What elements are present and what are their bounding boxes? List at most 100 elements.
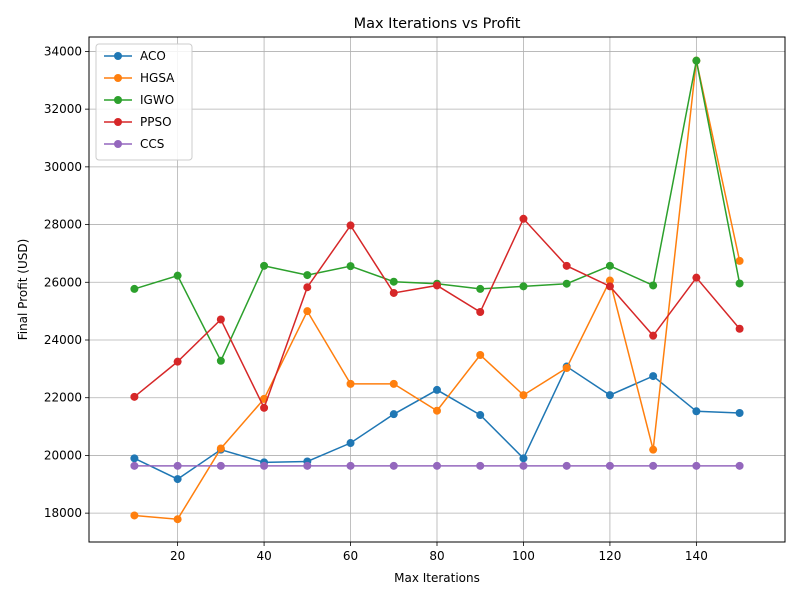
data-point xyxy=(519,391,528,400)
data-point xyxy=(303,461,312,470)
data-point xyxy=(692,273,701,282)
data-point xyxy=(130,392,139,401)
legend-marker xyxy=(114,140,122,148)
data-point xyxy=(216,356,225,365)
data-point xyxy=(649,281,658,290)
x-tick-label: 40 xyxy=(256,549,271,563)
data-point xyxy=(649,331,658,340)
chart-title: Max Iterations vs Profit xyxy=(354,16,521,32)
legend-item: IGWO xyxy=(104,93,174,107)
data-point xyxy=(692,56,701,65)
data-point xyxy=(346,221,355,230)
grid xyxy=(89,37,785,542)
legend-label: IGWO xyxy=(140,93,174,107)
legend-label: HGSA xyxy=(140,71,175,85)
data-point xyxy=(433,281,441,290)
data-point xyxy=(649,445,658,454)
legend-marker xyxy=(114,52,122,60)
data-point xyxy=(389,461,398,470)
data-point xyxy=(605,391,614,400)
data-point xyxy=(605,261,614,270)
data-point xyxy=(216,315,225,324)
data-point xyxy=(519,454,528,463)
data-point xyxy=(216,461,225,470)
x-tick-label: 100 xyxy=(512,549,535,563)
data-point xyxy=(476,351,485,360)
data-point xyxy=(735,409,744,418)
legend-label: CCS xyxy=(140,137,164,151)
series-layer xyxy=(130,56,744,524)
series-ccs xyxy=(130,461,744,470)
data-point xyxy=(562,461,571,470)
data-point xyxy=(173,475,182,484)
data-point xyxy=(735,256,744,265)
data-point xyxy=(173,271,182,280)
data-point xyxy=(173,515,182,524)
data-point xyxy=(346,262,355,271)
legend: ACO HGSA IGWO PPSO CCS xyxy=(95,43,193,161)
data-point xyxy=(562,363,571,372)
legend-box xyxy=(95,43,193,161)
x-tick-label: 60 xyxy=(343,549,358,563)
x-axis-label: Max Iterations xyxy=(394,571,480,585)
x-tick-label: 80 xyxy=(429,549,444,563)
series-ppso xyxy=(130,214,744,412)
x-tick-label: 140 xyxy=(685,549,708,563)
data-point xyxy=(605,461,614,470)
data-point xyxy=(346,379,355,388)
x-tick-label: 120 xyxy=(598,549,621,563)
data-point xyxy=(692,461,701,470)
data-point xyxy=(260,261,269,270)
y-axis-label: Final Profit (USD) xyxy=(16,239,30,341)
legend-marker xyxy=(114,74,122,82)
legend-item: ACO xyxy=(104,49,166,63)
data-point xyxy=(130,461,139,470)
data-point xyxy=(562,261,571,270)
data-point xyxy=(130,511,139,520)
legend-marker xyxy=(114,96,122,104)
data-point xyxy=(173,461,182,470)
legend-label: PPSO xyxy=(140,115,172,129)
data-point xyxy=(735,279,744,288)
data-point xyxy=(303,271,312,280)
y-tick-label: 24000 xyxy=(44,333,82,347)
y-axis: 18000 20000 22000 24000 26000 28000 30000 32000… xyxy=(44,44,89,520)
data-point xyxy=(389,277,398,286)
data-point xyxy=(735,461,744,470)
y-tick-label: 20000 xyxy=(44,448,82,462)
legend-item: CCS xyxy=(104,137,164,151)
y-tick-label: 32000 xyxy=(44,102,82,116)
data-point xyxy=(649,461,658,470)
data-point xyxy=(346,439,355,448)
data-point xyxy=(692,407,701,416)
x-axis: 20 40 60 80 100 120 140 xyxy=(170,542,708,563)
y-tick-label: 30000 xyxy=(44,160,82,174)
data-point xyxy=(303,307,312,316)
data-point xyxy=(519,214,528,223)
legend-item: PPSO xyxy=(104,115,172,129)
data-point xyxy=(433,385,441,394)
data-point xyxy=(519,282,528,291)
y-tick-label: 22000 xyxy=(44,391,82,405)
data-point xyxy=(735,324,744,333)
legend-marker xyxy=(114,118,122,126)
data-point xyxy=(433,406,441,415)
data-point xyxy=(605,282,614,291)
y-tick-label: 28000 xyxy=(44,218,82,232)
data-point xyxy=(519,461,528,470)
data-point xyxy=(476,461,485,470)
data-point xyxy=(260,403,269,412)
data-point xyxy=(130,454,139,463)
data-point xyxy=(476,411,485,420)
data-point xyxy=(433,461,441,470)
data-point xyxy=(476,284,485,293)
data-point xyxy=(130,284,139,293)
data-point xyxy=(389,410,398,419)
data-point xyxy=(476,308,485,317)
data-point xyxy=(389,288,398,297)
y-tick-label: 18000 xyxy=(44,506,82,520)
data-point xyxy=(216,444,225,453)
y-tick-label: 34000 xyxy=(44,44,82,58)
data-point xyxy=(389,379,398,388)
